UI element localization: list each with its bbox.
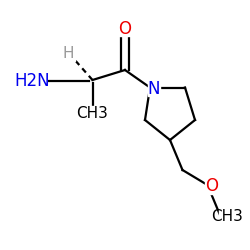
Bar xyxy=(219,209,236,224)
Bar xyxy=(119,21,131,36)
Bar xyxy=(24,74,41,89)
Text: N: N xyxy=(148,80,160,98)
Text: O: O xyxy=(205,177,218,195)
Text: O: O xyxy=(118,20,132,38)
Bar xyxy=(62,46,75,61)
Text: CH3: CH3 xyxy=(212,209,244,224)
Text: CH3: CH3 xyxy=(76,106,108,121)
Text: H2N: H2N xyxy=(15,72,50,90)
Text: H: H xyxy=(63,46,74,61)
Bar xyxy=(84,106,101,121)
Bar xyxy=(205,179,218,194)
Bar xyxy=(148,81,160,96)
